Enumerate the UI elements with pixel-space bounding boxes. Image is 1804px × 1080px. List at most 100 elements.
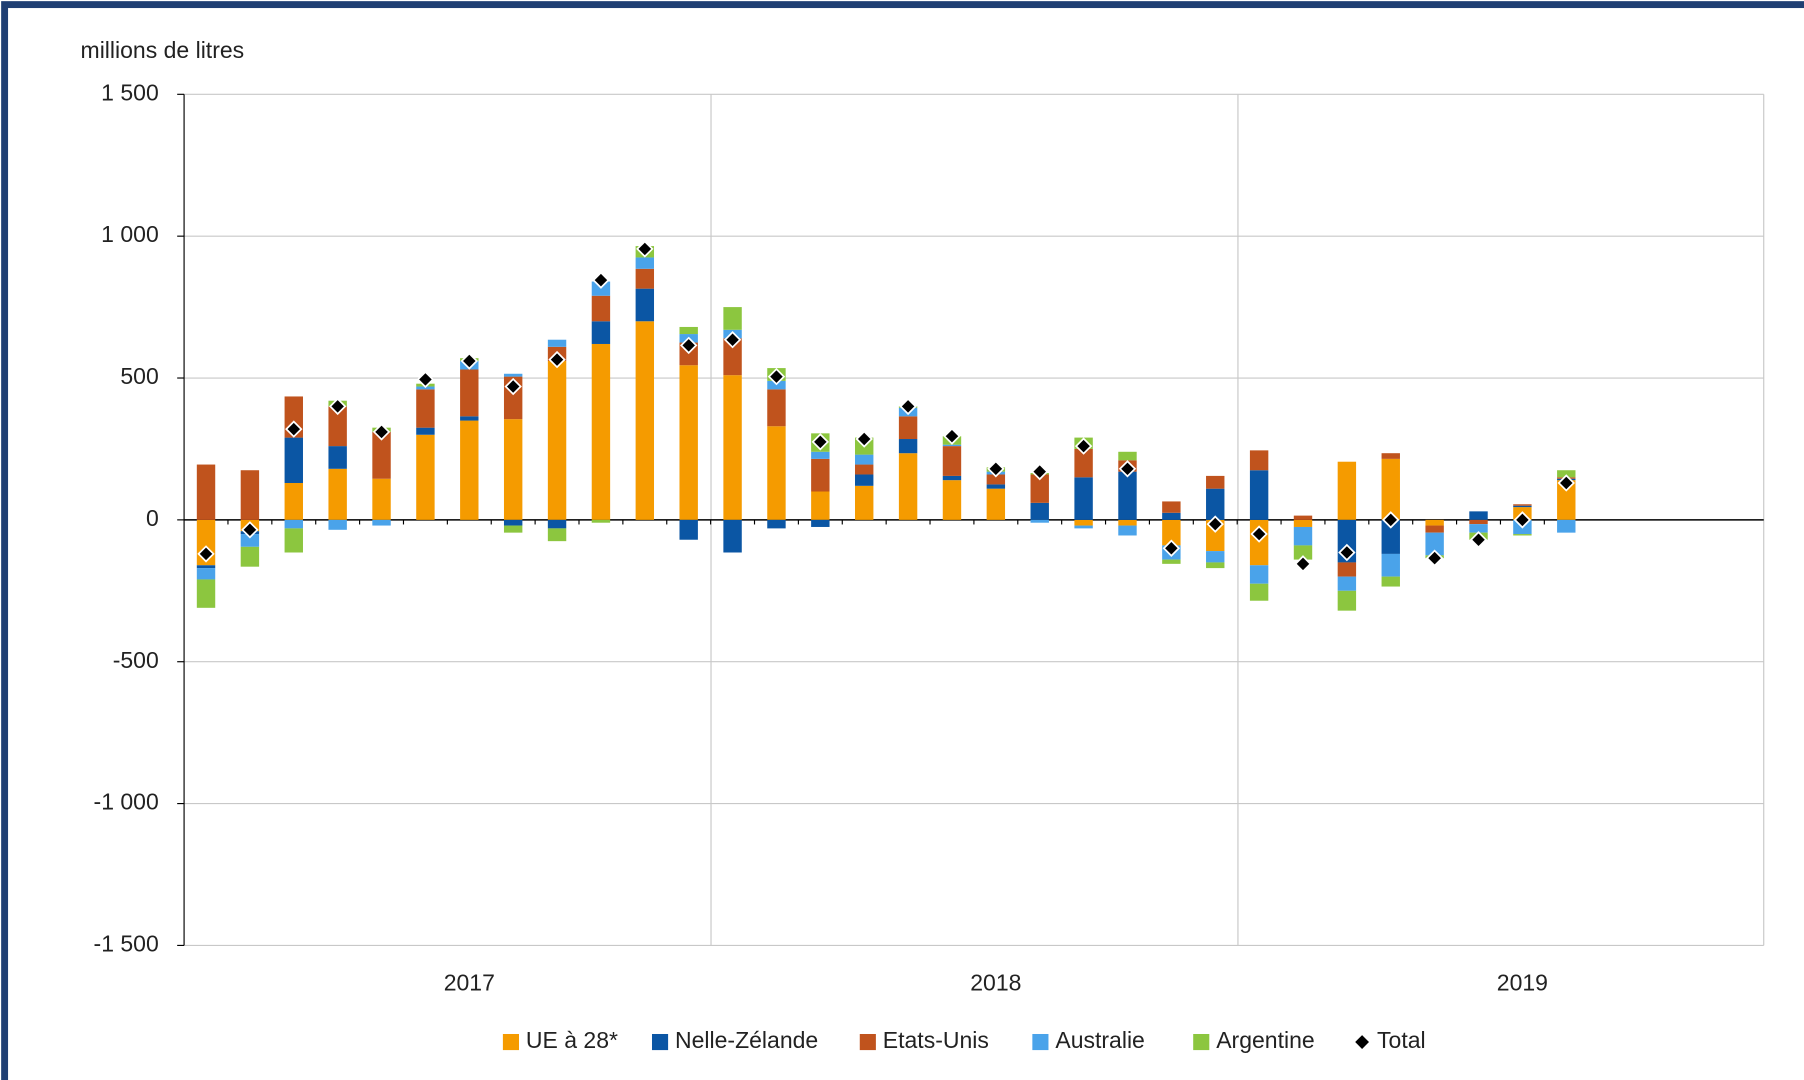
y-tick-label: 500 [120, 363, 158, 389]
bar-segment [1425, 532, 1444, 556]
total-marker [987, 460, 1005, 478]
bar-segment [372, 431, 391, 479]
bar-segment [1425, 525, 1444, 533]
bar-segment [1381, 576, 1400, 587]
bar-segment [811, 491, 830, 520]
bar-segment [811, 519, 830, 527]
total-marker [592, 271, 610, 289]
total-marker [723, 331, 742, 349]
bar-segment [284, 528, 303, 553]
bar-segment [1513, 534, 1532, 536]
bar-segment [1381, 453, 1400, 459]
total-marker [372, 423, 391, 441]
bar-segment [591, 519, 611, 523]
total-marker [1425, 549, 1444, 567]
bar-segment [1162, 519, 1181, 546]
total-marker [460, 352, 478, 370]
legend-swatch [651, 1033, 669, 1051]
x-tick-label: 2019 [1497, 970, 1548, 996]
bar-segment [196, 464, 216, 520]
y-tick-label: 1 000 [101, 221, 159, 247]
bar-segment [1381, 519, 1400, 554]
bar-segment [284, 482, 303, 520]
legend-label: UE à 28* [526, 1027, 618, 1053]
bar-segment [723, 338, 742, 376]
bar-segment [1249, 583, 1269, 601]
bar-segment [1337, 590, 1357, 611]
bar-segment [811, 451, 830, 459]
total-marker [679, 336, 698, 355]
bar-segment [1293, 526, 1313, 546]
bar-segment [679, 326, 698, 335]
y-tick-label: -1 500 [94, 931, 159, 957]
bar-segment [328, 519, 347, 530]
bar-segment [855, 485, 874, 520]
total-marker [285, 420, 303, 438]
bar-segment [811, 458, 830, 492]
bar-segment [1118, 471, 1137, 520]
bar-segment [942, 446, 962, 476]
total-marker [328, 397, 347, 416]
total-marker [811, 433, 830, 451]
bar-segment [460, 420, 479, 520]
bar-segment [196, 579, 216, 608]
total-marker [548, 350, 566, 369]
bar-segment [1293, 545, 1313, 560]
bar-segment [635, 257, 655, 269]
total-marker [943, 427, 961, 445]
bar-segment [1469, 524, 1488, 533]
total-marker [504, 377, 522, 396]
bar-segment [1162, 512, 1181, 520]
bar-segment [855, 464, 874, 475]
bar-segment [1249, 450, 1269, 471]
bar-segment [196, 568, 216, 580]
y-tick-label: -1 000 [94, 789, 159, 815]
bar-segment [1513, 505, 1532, 508]
bar-segment [1030, 519, 1049, 523]
bar-segment [1557, 480, 1576, 520]
total-marker [241, 521, 259, 539]
total-marker [636, 240, 654, 258]
bar-segment [942, 444, 962, 447]
y-tick-label: 1 500 [101, 79, 159, 105]
bar-segment [679, 519, 698, 540]
bar-segment [1030, 502, 1049, 520]
total-marker [1162, 539, 1181, 557]
legend-swatch [1193, 1033, 1210, 1051]
bar-segment [1337, 562, 1357, 577]
bar-segment [547, 360, 567, 520]
bar-segment [1557, 470, 1576, 478]
bar-segment [679, 365, 698, 520]
bar-segment [547, 528, 567, 542]
legend-marker [1355, 1035, 1369, 1049]
bar-segment [1513, 504, 1532, 506]
y-tick-label: 0 [146, 505, 159, 531]
bar-segment [1118, 519, 1137, 526]
bar-segment [1074, 519, 1093, 526]
legend-label: Australie [1055, 1027, 1144, 1053]
bar-segment [767, 389, 786, 427]
y-axis-label: millions de litres [81, 37, 245, 63]
bar-segment [1030, 474, 1049, 503]
bar-segment [1206, 475, 1225, 489]
bar-segment [591, 295, 611, 322]
bar-segment [1337, 576, 1357, 591]
bar-segment [328, 446, 347, 469]
bar-segment [503, 419, 523, 520]
bar-segment [855, 454, 874, 465]
bar-segment [1249, 565, 1269, 584]
bar-segment [240, 470, 260, 520]
x-tick-label: 2017 [444, 970, 495, 996]
bar-segment [1337, 461, 1357, 520]
bar-segment [1293, 515, 1313, 520]
bar-segment [942, 480, 962, 520]
bar-segment [986, 474, 1006, 485]
bar-segment [1206, 551, 1225, 563]
bar-segment [547, 519, 567, 529]
legend-label: Total [1377, 1027, 1426, 1053]
bar-segment [635, 288, 655, 322]
bar-segment [767, 519, 786, 529]
total-marker [855, 430, 873, 448]
